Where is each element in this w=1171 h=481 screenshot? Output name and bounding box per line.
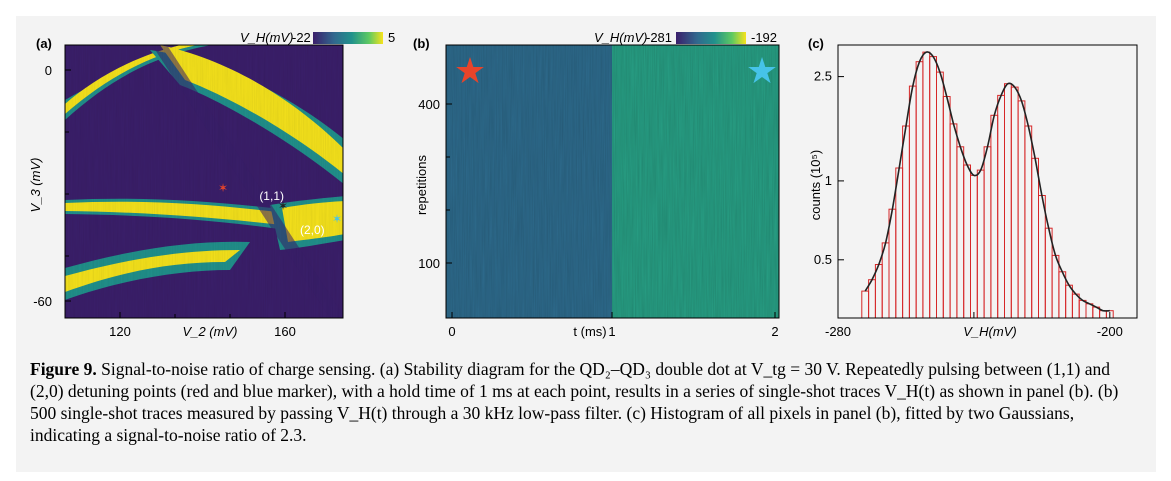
panel-a-ylabel: V_3 (mV): [28, 158, 43, 213]
panel-a-xlabel: V_2 (mV): [183, 324, 238, 339]
histogram-bar: [915, 61, 924, 319]
panel-b-red-star: ★: [454, 50, 486, 91]
panel-c-xlabel: V_H(mV): [963, 324, 1016, 339]
panel-c-fit-curve: [864, 51, 1110, 312]
histogram-bar: [1004, 83, 1012, 319]
histogram-bar: [861, 290, 870, 319]
panel-a-xtick-0: 120: [109, 324, 131, 339]
panel-a-blue-marker: ✶: [332, 212, 342, 226]
panel-b-ytick-0: 400: [418, 97, 440, 112]
histogram-bar: [1051, 254, 1060, 319]
histogram-bar: [881, 242, 890, 319]
figure-caption: Figure 9. Signal-to-noise ratio of charg…: [30, 358, 1140, 446]
caption-text: Signal-to-noise ratio of charge sensing.…: [30, 359, 1119, 445]
panel-a-colorbar-max: 5: [388, 30, 395, 45]
histogram-bar: [963, 164, 972, 319]
histogram-bar: [922, 51, 931, 319]
histogram-bar: [895, 167, 904, 319]
histogram-bar: [1085, 303, 1094, 319]
panel-b-xlabel: t (ms): [573, 324, 606, 339]
histogram-bar: [1065, 284, 1073, 319]
panel-c-ticks: [837, 76, 1111, 318]
panel-c-ytick-1: 1: [825, 173, 832, 188]
histogram-bar: [874, 264, 883, 319]
histogram-bar: [929, 56, 938, 319]
histogram-bar: [976, 169, 985, 319]
histogram-bar: [990, 114, 999, 319]
histogram-bar: [1099, 310, 1107, 319]
panel-a-red-marker: ✶: [218, 181, 228, 195]
panel-b-xtick-2: 2: [771, 324, 778, 339]
panel-b-colorbar: [676, 32, 746, 44]
panel-a-label: (a): [36, 36, 52, 51]
panel-a-colorbar-min: -22: [292, 30, 311, 45]
panel-c-ytick-2: 0.5: [814, 252, 832, 267]
histogram-bar: [949, 123, 958, 319]
panel-b-xtick-1: 1: [608, 324, 615, 339]
panel-c-xtick-0: -280: [825, 324, 851, 339]
panel-a-ytick-0: 0: [45, 63, 52, 78]
panel-c-ytick-0: 2.5: [814, 69, 832, 84]
histogram-bar: [956, 146, 965, 319]
panel-b-colorbar-max: -192: [751, 30, 777, 45]
panel-a-ticks: [65, 69, 286, 318]
panel-c-frame: [837, 44, 1138, 319]
caption-figure-label: Figure 9.: [30, 359, 97, 379]
panel-a-colorbar: [313, 32, 383, 44]
panel-a-heatmap: [65, 45, 343, 318]
panel-b-label: (b): [413, 36, 430, 51]
panel-a-colorbar-label: V_H(mV): [240, 30, 293, 45]
histogram-bar: [1038, 195, 1046, 319]
panel-a-frame: [64, 44, 344, 319]
panel-c-ylabel: counts (10⁵): [808, 150, 823, 220]
panel-b-blue-star: ★: [746, 50, 778, 91]
panel-b-colorbar-min: -281: [646, 30, 672, 45]
histogram-bar: [1017, 100, 1026, 319]
histogram-bar: [970, 174, 978, 319]
panel-b-colorbar-label: V_H(mV): [594, 30, 647, 45]
panel-b-xtick-0: 0: [448, 324, 455, 339]
panel-c-label: (c): [808, 36, 824, 51]
histogram-bar: [983, 146, 992, 319]
histogram-bar: [997, 94, 1006, 319]
panel-a-annotation-20: (2,0): [300, 223, 325, 237]
panel-b-ticks: [446, 103, 776, 318]
panel-c-histogram: [861, 51, 1114, 319]
histogram-bar: [908, 85, 917, 319]
histogram-bar: [1031, 157, 1039, 319]
histogram-bar: [936, 71, 944, 319]
panel-a-xtick-1: 160: [274, 324, 296, 339]
panel-b-heatmap: [446, 45, 779, 318]
panel-b-ylabel: repetitions: [414, 155, 429, 215]
histogram-bar: [1024, 125, 1033, 319]
histogram-bar: [942, 96, 951, 319]
panel-c-xtick-2: -200: [1097, 324, 1123, 339]
histogram-bar: [902, 125, 910, 319]
panel-a-black-marker: ✶: [278, 199, 288, 213]
panel-a-annotation-11: (1,1): [259, 189, 284, 203]
histogram-bar: [1078, 299, 1087, 319]
histogram-bar: [1010, 86, 1019, 319]
panel-a-ytick-1: -60: [33, 294, 52, 309]
panel-b-ytick-1: 100: [418, 256, 440, 271]
